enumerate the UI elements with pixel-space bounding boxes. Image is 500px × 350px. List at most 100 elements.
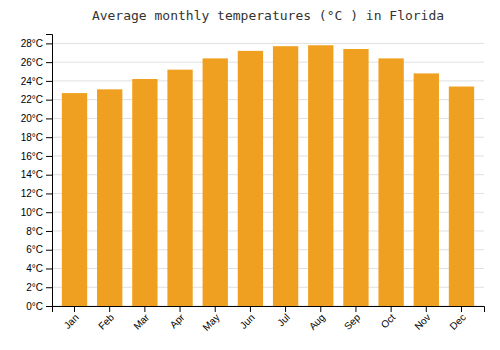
x-tick: Feb [96,306,116,332]
x-tick: May [200,306,221,333]
tick-label: Jan [62,312,81,331]
tick-mark [46,156,52,157]
tick-mark [426,306,427,312]
x-tick: Mar [131,306,151,332]
bar [378,58,403,306]
y-tick: 22°C [21,94,52,105]
tick-label: 10°C [21,207,43,218]
grid-line [52,62,484,63]
x-tick: Dec [447,306,467,332]
tick-mark [46,62,52,63]
bar [62,93,87,306]
tick-label: 0°C [26,301,43,312]
axis-line [53,307,485,313]
tick-mark [144,306,145,312]
tick-label: 6°C [26,244,43,255]
tick-mark [46,231,52,232]
x-tick: Jan [62,306,81,331]
y-tick: 20°C [21,113,52,124]
x-tick: Jun [238,306,257,331]
title: Average monthly temperatures (°C ) in Fl… [92,8,444,23]
x-tick: Nov [412,306,432,332]
tick-mark [46,268,52,269]
tick-label: Aug [307,312,327,332]
bar [167,70,192,306]
bar [343,49,368,306]
tick-mark [74,306,75,312]
tick-mark [250,306,251,312]
bars [62,45,474,306]
plot: Jan Feb Mar Apr May Jun Jul Aug Sep Oct Nov Dec 0°C 2… [21,35,485,333]
x-axis: Jan Feb Mar Apr May Jun Jul Aug Sep Oct Nov Dec [53,306,485,333]
grid-line [52,43,484,44]
tick-label: 12°C [21,188,43,199]
tick-label: 26°C [21,57,43,68]
y-tick: 10°C [21,207,52,218]
bar [449,87,474,306]
tick-mark [46,212,52,213]
tick-mark [46,193,52,194]
tick-label: 20°C [21,113,43,124]
tick-label: Oct [379,312,398,331]
grid [52,43,484,306]
tick-mark [46,81,52,82]
y-tick: 16°C [21,151,52,162]
bar [273,46,298,306]
tick-label: 24°C [21,76,43,87]
x-tick: Oct [379,306,398,330]
tick-label: 16°C [21,151,43,162]
tick-label: Apr [168,311,187,330]
y-tick: 2°C [26,282,52,293]
tick-label: 14°C [21,169,43,180]
tick-label: Sep [342,311,363,332]
tick-label: 4°C [26,263,43,274]
y-tick: 18°C [21,132,52,143]
y-tick: 8°C [26,226,52,237]
tick-mark [46,43,52,44]
y-tick: 28°C [21,38,52,49]
tick-mark [46,175,52,176]
tick-mark [46,287,52,288]
tick-mark [46,306,52,307]
bar [308,45,333,306]
bar [414,73,439,306]
tick-label: Mar [131,311,151,331]
tick-label: Nov [412,312,432,332]
tick-mark [46,250,52,251]
tick-mark [215,306,216,312]
y-tick: 26°C [21,57,52,68]
bar [97,89,122,306]
tick-mark [180,306,181,312]
tick-label: 28°C [21,38,43,49]
tick-label: 18°C [21,132,43,143]
tick-mark [320,306,321,312]
tick-mark [355,306,356,312]
x-tick: Sep [342,306,363,332]
tick-label: Jun [238,312,257,331]
tick-mark [285,306,286,312]
y-tick: 14°C [21,169,52,180]
tick-label: Jul [275,312,292,329]
bar [132,79,157,306]
tick-mark [109,306,110,312]
tick-label: Dec [447,312,467,332]
x-tick: Apr [168,306,187,330]
tick-label: 22°C [21,94,43,105]
y-tick: 12°C [21,188,52,199]
x-tick: Jul [275,306,292,328]
axis-line [46,35,53,307]
x-tick: Aug [307,306,327,332]
y-tick: 24°C [21,76,52,87]
y-tick: 0°C [26,301,52,312]
y-tick: 6°C [26,244,52,255]
tick-mark [46,100,52,101]
tick-mark [46,118,52,119]
bar [203,58,228,306]
bar [238,51,263,306]
tick-label: Feb [96,311,116,331]
y-tick: 4°C [26,263,52,274]
tick-mark [391,306,392,312]
tick-mark [46,137,52,138]
tick-label: 2°C [26,282,43,293]
tick-label: May [200,312,221,333]
